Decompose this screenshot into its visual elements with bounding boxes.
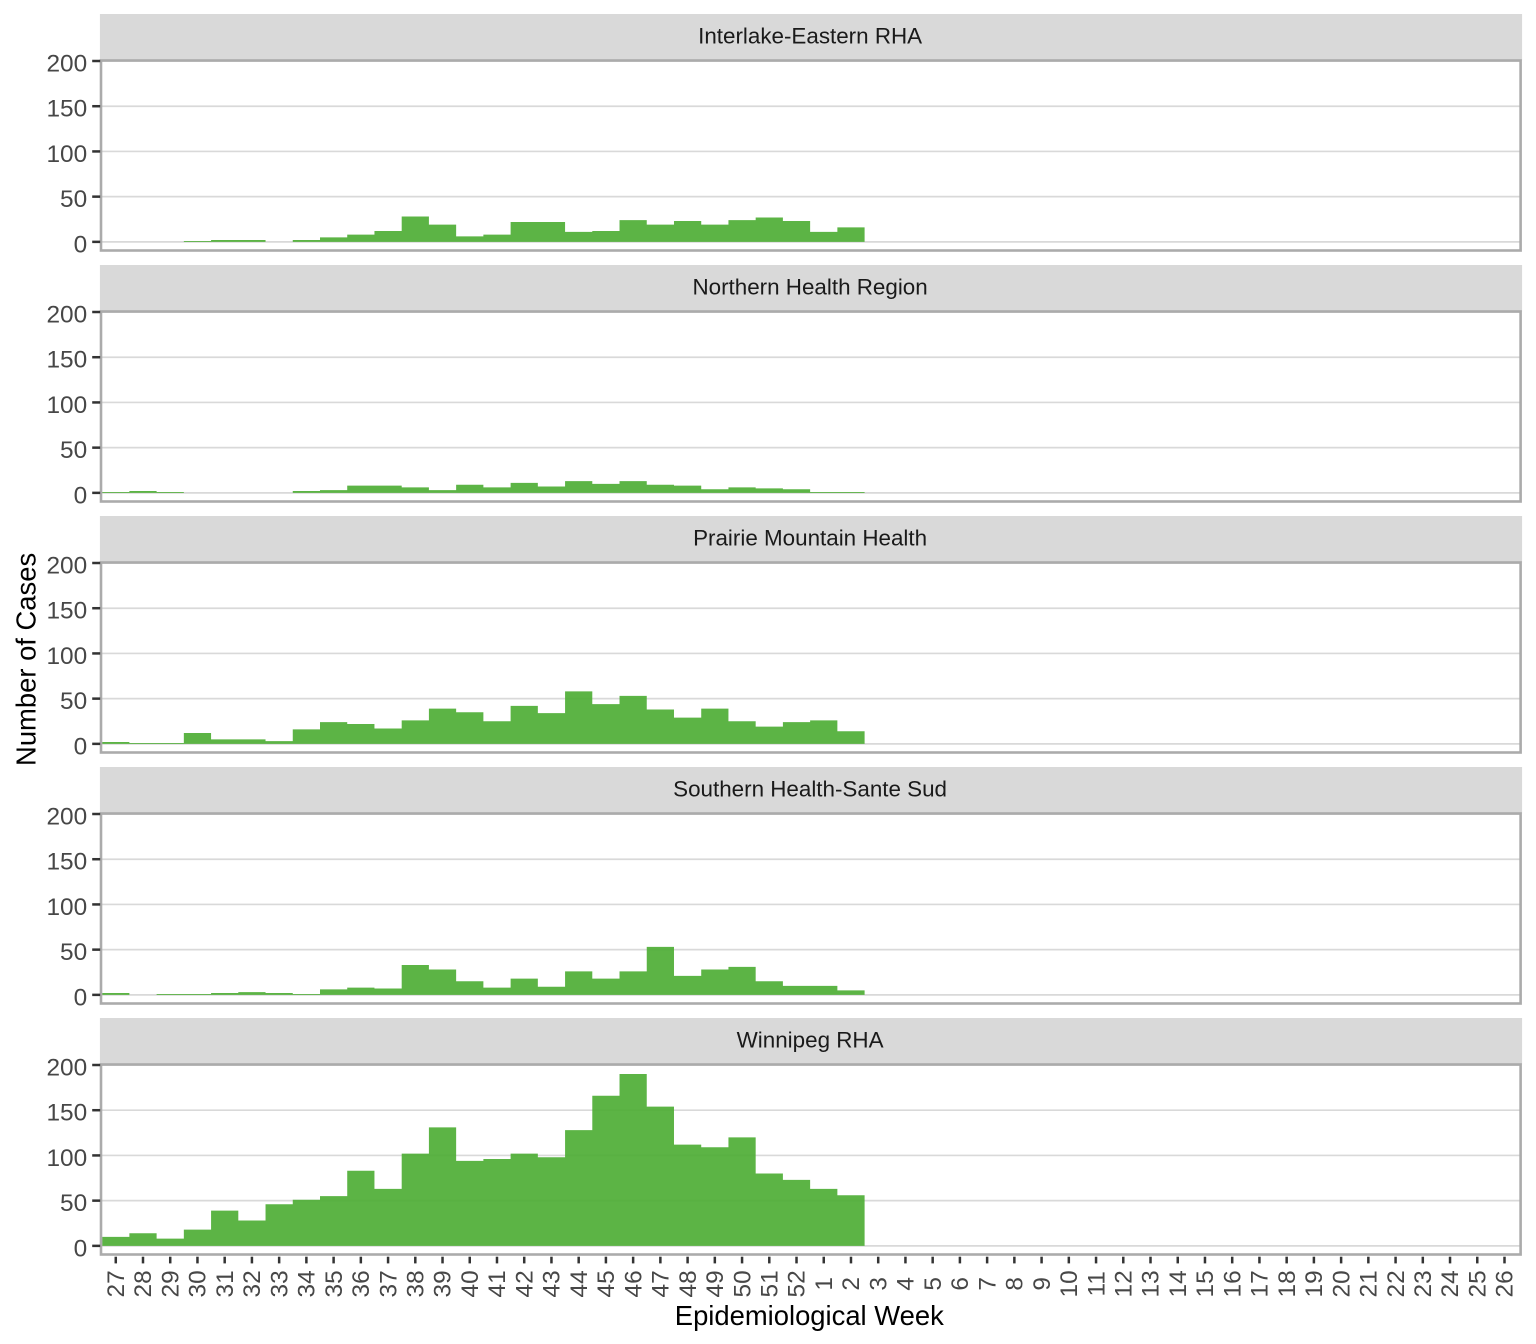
svg-text:12: 12 <box>1110 1270 1137 1297</box>
svg-text:25: 25 <box>1464 1270 1491 1297</box>
svg-text:150: 150 <box>46 1100 87 1127</box>
svg-text:51: 51 <box>756 1270 783 1297</box>
svg-text:0: 0 <box>74 482 88 509</box>
svg-text:200: 200 <box>46 301 87 328</box>
svg-text:Northern Health Region: Northern Health Region <box>692 275 927 300</box>
svg-text:10: 10 <box>1056 1270 1083 1297</box>
svg-text:30: 30 <box>185 1270 212 1297</box>
svg-text:0: 0 <box>74 984 88 1011</box>
svg-text:15: 15 <box>1192 1270 1219 1297</box>
svg-text:46: 46 <box>620 1270 647 1297</box>
svg-text:36: 36 <box>348 1270 375 1297</box>
svg-text:150: 150 <box>46 849 87 876</box>
svg-text:0: 0 <box>74 733 88 760</box>
svg-text:42: 42 <box>511 1270 538 1297</box>
svg-text:0: 0 <box>74 231 88 258</box>
svg-text:Epidemiological Week: Epidemiological Week <box>675 1300 944 1331</box>
svg-text:41: 41 <box>484 1270 511 1297</box>
svg-text:7: 7 <box>974 1277 1001 1291</box>
svg-text:1: 1 <box>811 1277 838 1291</box>
svg-text:Interlake-Eastern RHA: Interlake-Eastern RHA <box>698 24 922 49</box>
svg-text:50: 50 <box>60 688 87 715</box>
svg-text:100: 100 <box>46 392 87 419</box>
svg-text:4: 4 <box>893 1277 920 1291</box>
svg-text:33: 33 <box>266 1270 293 1297</box>
svg-text:Southern Health-Sante Sud: Southern Health-Sante Sud <box>673 777 947 802</box>
svg-text:44: 44 <box>566 1270 593 1297</box>
svg-text:200: 200 <box>46 1054 87 1081</box>
svg-text:52: 52 <box>784 1270 811 1297</box>
svg-text:39: 39 <box>430 1270 457 1297</box>
svg-text:19: 19 <box>1301 1270 1328 1297</box>
svg-text:5: 5 <box>920 1277 947 1291</box>
svg-text:47: 47 <box>648 1270 675 1297</box>
svg-text:27: 27 <box>103 1270 130 1297</box>
svg-text:150: 150 <box>46 598 87 625</box>
svg-text:26: 26 <box>1492 1270 1519 1297</box>
svg-text:21: 21 <box>1356 1270 1383 1297</box>
svg-text:8: 8 <box>1002 1277 1029 1291</box>
svg-text:200: 200 <box>46 803 87 830</box>
svg-text:150: 150 <box>46 96 87 123</box>
svg-text:38: 38 <box>403 1270 430 1297</box>
svg-text:40: 40 <box>457 1270 484 1297</box>
svg-text:14: 14 <box>1165 1270 1192 1297</box>
svg-text:50: 50 <box>60 186 87 213</box>
svg-text:9: 9 <box>1029 1277 1056 1291</box>
svg-text:31: 31 <box>212 1270 239 1297</box>
svg-text:34: 34 <box>294 1270 321 1297</box>
svg-text:29: 29 <box>157 1270 184 1297</box>
svg-text:50: 50 <box>60 437 87 464</box>
svg-text:45: 45 <box>593 1270 620 1297</box>
svg-text:50: 50 <box>729 1270 756 1297</box>
svg-text:24: 24 <box>1437 1270 1464 1297</box>
svg-text:100: 100 <box>46 141 87 168</box>
svg-text:32: 32 <box>239 1270 266 1297</box>
svg-text:23: 23 <box>1410 1270 1437 1297</box>
svg-text:Prairie Mountain Health: Prairie Mountain Health <box>693 526 927 551</box>
svg-text:11: 11 <box>1083 1271 1110 1296</box>
svg-text:Winnipeg RHA: Winnipeg RHA <box>737 1028 884 1053</box>
svg-text:6: 6 <box>947 1277 974 1291</box>
svg-text:100: 100 <box>46 1145 87 1172</box>
svg-text:50: 50 <box>60 939 87 966</box>
svg-text:48: 48 <box>675 1270 702 1297</box>
svg-text:200: 200 <box>46 552 87 579</box>
svg-text:20: 20 <box>1328 1270 1355 1297</box>
svg-text:3: 3 <box>865 1277 892 1291</box>
svg-text:2: 2 <box>838 1277 865 1291</box>
svg-text:18: 18 <box>1274 1270 1301 1297</box>
svg-text:16: 16 <box>1219 1270 1246 1297</box>
svg-text:0: 0 <box>74 1235 88 1262</box>
svg-text:17: 17 <box>1247 1270 1274 1297</box>
svg-text:150: 150 <box>46 347 87 374</box>
svg-text:22: 22 <box>1383 1270 1410 1297</box>
svg-text:13: 13 <box>1138 1270 1165 1297</box>
svg-text:200: 200 <box>46 50 87 77</box>
svg-text:Number of Cases: Number of Cases <box>10 553 41 766</box>
svg-text:49: 49 <box>702 1270 729 1297</box>
svg-text:100: 100 <box>46 894 87 921</box>
svg-text:37: 37 <box>375 1270 402 1297</box>
svg-text:35: 35 <box>321 1270 348 1297</box>
svg-text:43: 43 <box>539 1270 566 1297</box>
svg-text:28: 28 <box>130 1270 157 1297</box>
svg-text:100: 100 <box>46 643 87 670</box>
svg-text:50: 50 <box>60 1190 87 1217</box>
